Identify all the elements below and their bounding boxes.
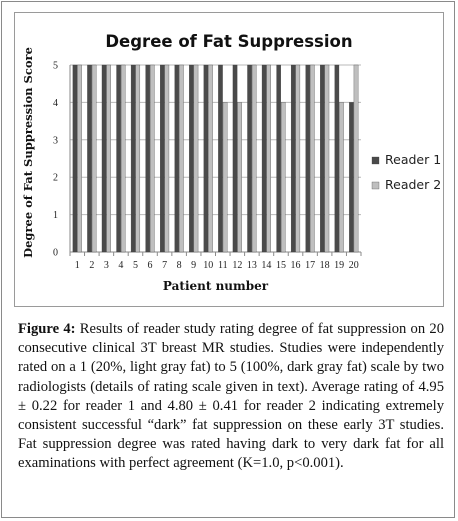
figure-caption-text: Results of reader study rating degree of… xyxy=(18,321,444,472)
bar-reader-2-patient-1 xyxy=(77,64,82,253)
bar-reader-1-patient-9 xyxy=(189,64,194,253)
y-axis-label: Degree of Fat Suppression Score xyxy=(21,47,35,258)
x-tick-label: 9 xyxy=(191,260,196,271)
x-tick-label: 13 xyxy=(247,260,257,271)
x-tick-label: 4 xyxy=(118,260,123,271)
bar-reader-1-patient-2 xyxy=(87,64,92,253)
x-tick-label: 17 xyxy=(305,260,315,271)
x-axis-label: Patient number xyxy=(163,279,269,293)
bar-reader-2-patient-13 xyxy=(251,64,257,253)
bar-reader-2-patient-12 xyxy=(237,102,242,253)
x-tick-label: 14 xyxy=(261,260,271,271)
bar-reader-1-patient-17 xyxy=(305,64,311,253)
bar-reader-2-patient-9 xyxy=(193,64,199,253)
legend-label-reader-2: Reader 2 xyxy=(385,177,441,192)
x-tick-label: 10 xyxy=(203,260,213,271)
bar-reader-1-patient-3 xyxy=(101,64,107,253)
x-tick-label: 3 xyxy=(104,260,109,271)
x-tick-label: 15 xyxy=(276,260,286,271)
bar-reader-2-patient-10 xyxy=(208,64,213,253)
bar-reader-1-patient-5 xyxy=(130,64,136,253)
y-tick-label: 3 xyxy=(53,135,58,146)
bar-reader-1-patient-4 xyxy=(116,64,121,253)
bar-reader-1-patient-14 xyxy=(261,64,267,253)
x-tick-label: 18 xyxy=(320,260,330,271)
figure-caption: Figure 4: Results of reader study rating… xyxy=(18,320,444,474)
bar-reader-1-patient-1 xyxy=(72,64,78,253)
bar-reader-2-patient-7 xyxy=(164,64,170,253)
legend-swatch-reader-1 xyxy=(371,156,380,165)
chart-area: Degree of Fat Suppression 0 1 2 3 4 5 1 2 3 4 5 6 7 8 9… xyxy=(14,12,444,307)
bar-reader-1-patient-13 xyxy=(247,64,252,253)
bar-reader-2-patient-4 xyxy=(120,64,126,253)
bar-reader-1-patient-18 xyxy=(320,64,325,253)
y-tick-label: 1 xyxy=(53,210,58,221)
bar-reader-2-patient-6 xyxy=(150,64,155,253)
x-tick-label: 20 xyxy=(349,260,359,271)
y-tick-label: 0 xyxy=(53,248,58,259)
y-tick-label: 2 xyxy=(53,173,58,184)
bar-reader-2-patient-15 xyxy=(281,102,286,253)
bar-reader-2-patient-14 xyxy=(266,64,271,253)
x-tick-label: 6 xyxy=(148,260,153,271)
x-tick-label: 1 xyxy=(75,260,80,271)
bar-reader-2-patient-20 xyxy=(353,64,359,253)
bar-reader-1-patient-7 xyxy=(160,64,165,253)
x-tick-label: 16 xyxy=(291,260,301,271)
y-tick-label: 4 xyxy=(53,98,58,109)
bar-reader-1-patient-10 xyxy=(203,64,209,253)
legend-label-reader-1: Reader 1 xyxy=(385,152,441,167)
bar-reader-1-patient-8 xyxy=(174,64,180,253)
bar-reader-1-patient-20 xyxy=(349,102,354,253)
bar-reader-2-patient-3 xyxy=(106,64,111,253)
bar-reader-1-patient-6 xyxy=(145,64,150,253)
x-tick-label: 2 xyxy=(89,260,94,271)
figure-label: Figure 4: xyxy=(18,321,76,337)
x-tick-label: 5 xyxy=(133,260,138,271)
bar-reader-1-patient-11 xyxy=(218,64,223,253)
x-tick-label: 8 xyxy=(177,260,182,271)
legend-swatch-reader-2 xyxy=(371,181,380,190)
x-tick-label: 19 xyxy=(334,260,344,271)
x-tick-label: 12 xyxy=(232,260,242,271)
bar-reader-2-patient-19 xyxy=(339,102,344,253)
bar-reader-1-patient-15 xyxy=(276,64,281,253)
x-tick-label: 7 xyxy=(162,260,167,271)
bar-reader-2-patient-2 xyxy=(91,64,97,253)
bar-reader-1-patient-16 xyxy=(290,64,296,253)
y-tick-label: 5 xyxy=(53,61,58,72)
bar-reader-2-patient-11 xyxy=(222,102,228,253)
bar-reader-1-patient-19 xyxy=(334,64,340,253)
bar-reader-2-patient-16 xyxy=(295,64,301,253)
bar-reader-1-patient-12 xyxy=(232,64,238,253)
x-tick-label: 11 xyxy=(218,260,228,271)
bar-reader-2-patient-8 xyxy=(179,64,184,253)
bar-reader-2-patient-17 xyxy=(310,64,315,253)
bar-reader-2-patient-18 xyxy=(324,64,330,253)
chart-title: Degree of Fat Suppression xyxy=(105,32,352,51)
bar-reader-2-patient-5 xyxy=(135,64,141,253)
